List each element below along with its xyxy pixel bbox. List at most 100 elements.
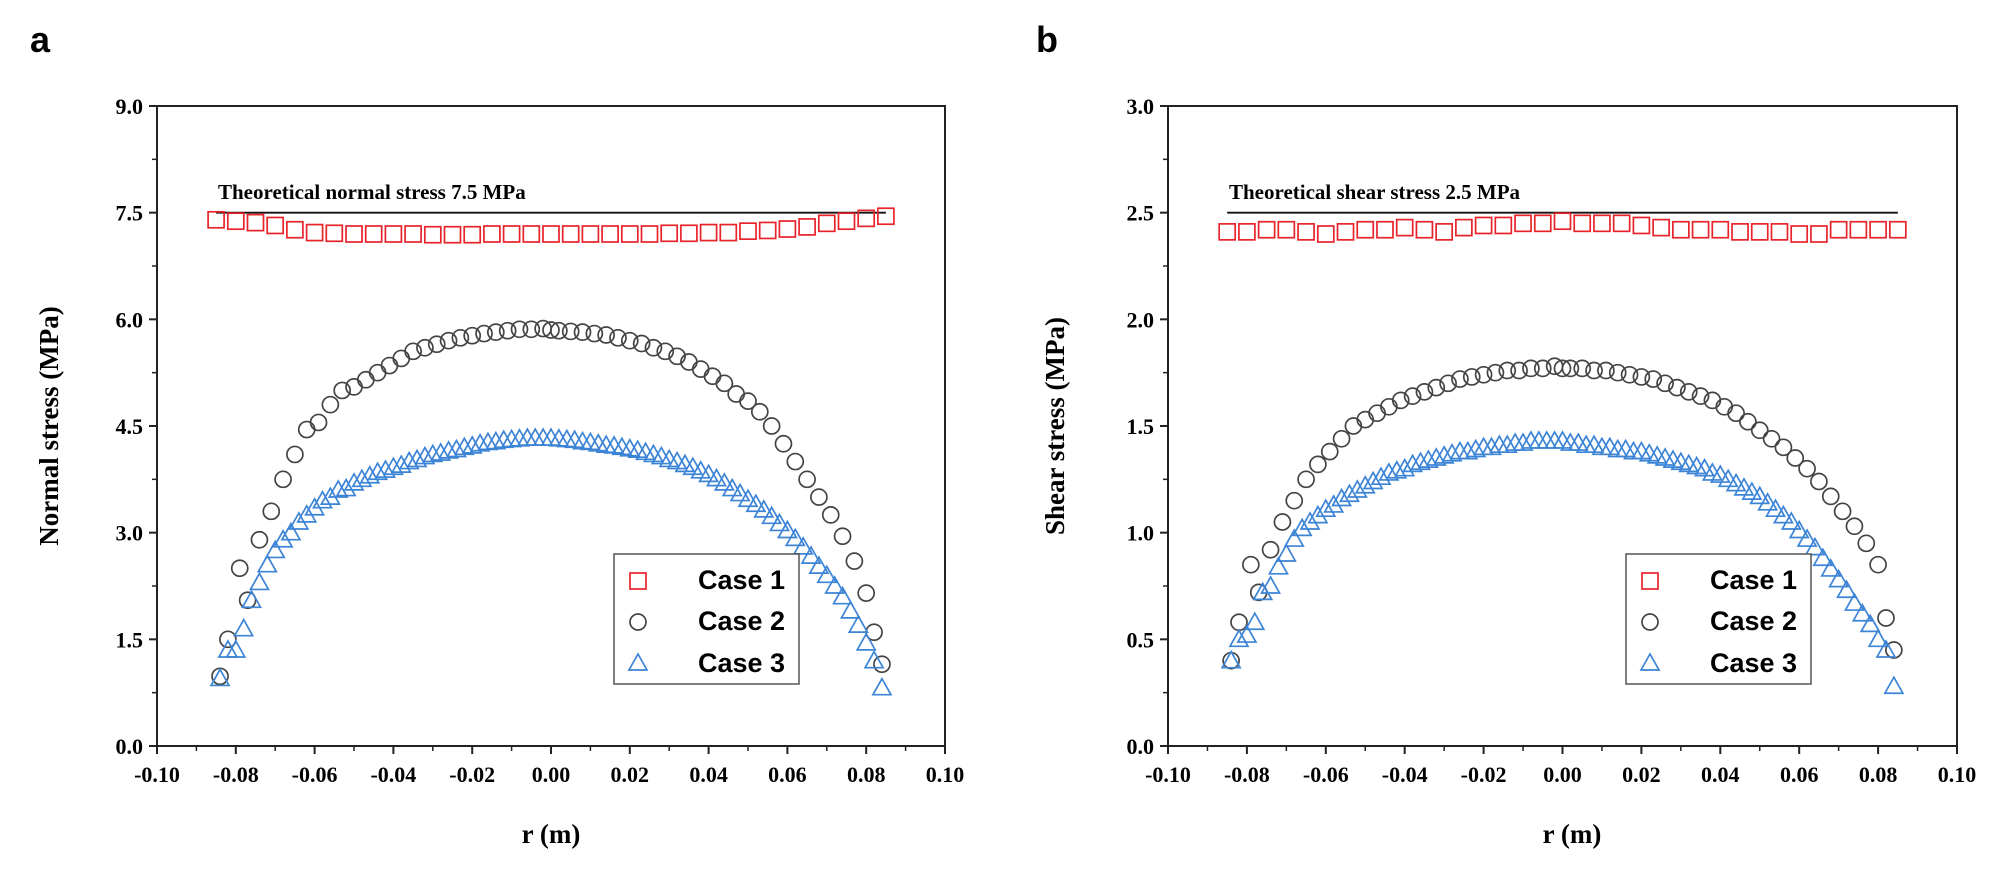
panel-b-case-3-point [1354,474,1376,494]
panel-b-case-3-point [1694,457,1715,477]
panel-a-case-2-point [262,502,281,521]
panel-b-case-2-point [1510,361,1528,380]
panel-a-case-3-point [776,519,798,539]
panel-a-case-2-point [656,342,675,361]
panel-a-x-tick-label: -0.08 [213,762,259,787]
panel-a-case-3-point [737,488,759,508]
panel-a-case-3-point [769,512,790,532]
panel-b-x-axis-title: r (m) [1543,819,1602,849]
panel-a-case-3-point [335,477,357,497]
panel-a-case-1-point [739,222,757,241]
panel-b-case-3-point [1780,511,1802,530]
panel-b-case-2-point [1857,534,1876,553]
panel-a-y-tick-label: 9.0 [116,94,144,119]
panel-b-case-1-point [1238,223,1256,241]
panel-a-case-3-point [209,667,231,687]
panel-a-case-2-point [833,527,852,546]
panel-b-case-3-point [1765,498,1786,518]
panel-a-case-1-point [325,224,344,243]
panel-b-legend-label-case-3: Case 3 [1710,648,1797,678]
panel-b-series-case-1 [1218,212,1907,243]
panel-a-case-2-point [238,591,257,610]
panel-a-case-1-point [778,220,797,238]
panel-b-case-2-point [1845,517,1864,536]
panel-a-case-1-point [719,223,738,242]
panel-b-x-tick-label: 0.06 [1780,762,1819,787]
panel-a-case-3-point [721,477,743,497]
panel-b-case-3-point [1709,464,1731,483]
panel-a-x-tick-label: -0.10 [134,762,180,787]
panel-a-case-3-point [713,472,735,491]
panel-a-case-1-point [364,225,383,243]
panel-a-y-tick-label: 4.5 [116,414,144,439]
panel-b-case-2-point [1869,555,1887,574]
panel-b-case-3-point [1299,511,1321,530]
panel-a-y-tick-label: 3.0 [116,521,144,546]
panel-a-case-3-point [430,442,452,461]
panel-a-legend-label-case-1: Case 1 [698,565,785,595]
panel-a-case-3-point [264,539,286,559]
panel-b-legend-label-case-2: Case 2 [1710,606,1797,636]
panel-b-letter: b [1036,19,1058,60]
panel-a-case-3-point [485,430,507,450]
panel-a-case-2-point [486,323,505,341]
panel-a-case-1-point [246,213,265,232]
panel-a-case-2-point [250,530,269,549]
panel-a-case-3-point [422,443,444,463]
panel-a-case-1-point [286,220,304,239]
panel-a-case-2-point [550,321,568,340]
panel-a-case-1-point [837,212,856,231]
panel-b-y-tick-label: 0.5 [1127,627,1155,652]
panel-b-case-3-point [1733,477,1755,496]
panel-b-x-tick-label: 0.04 [1701,762,1740,787]
panel-a-case-2-point [451,328,470,347]
panel-a-case-2-point [632,334,651,353]
panel-b-case-2-point [1522,359,1540,378]
panel-b-case-3-point [1749,485,1771,505]
panel-b-case-3-point [1386,460,1408,479]
panel-b-legend-marker-case-2 [1641,613,1659,631]
panel-b-case-2-point [1727,404,1745,423]
panel-b-case-3-point [1275,543,1297,562]
panel-b-case-2-point [1427,378,1446,397]
panel-a-case-3-point [753,499,775,518]
panel-a-case-3-point [698,463,720,483]
panel-a-case-2-point [573,323,592,341]
panel-b-case-3-point [1741,481,1763,500]
panel-a-case-1-point [581,225,600,243]
panel-a-case-3-point [225,639,247,658]
panel-a-reference-label: Theoretical normal stress 7.5 MPa [218,180,526,204]
panel-a-case-3-point [729,482,751,502]
panel-a-case-1-point [502,225,521,243]
panel-a-series-case-3 [209,427,893,696]
panel-a-case-3-point [832,585,854,605]
panel-b-case-2-point [1533,359,1552,378]
panel-a-case-3-point [398,450,420,470]
panel-a-case-1-point [423,225,442,244]
panel-b-case-1-point [1573,214,1592,233]
panel-a-case-3-point [847,614,869,633]
panel-b-case-1-point [1257,220,1276,239]
panel-a-case-1-point [463,225,482,244]
panel-a-legend-marker-case-3 [627,652,649,671]
panel-b-y-tick-label: 1.5 [1127,414,1155,439]
panel-b-case-1-point [1435,223,1454,241]
panel-b-case-3-point [1512,432,1534,451]
panel-b-case-2-point [1391,391,1410,410]
panel-b-case-2-point [1668,378,1686,397]
panel-a-case-2-point [845,552,864,570]
panel-b-x-tick-label: -0.08 [1224,762,1270,787]
panel-a-case-1-point [699,223,718,242]
panel-b-case-3-point [1804,536,1826,556]
panel-b-case-2-point [1632,368,1651,386]
panel-a-case-1-point [522,225,541,243]
panel-b-case-1-point [1829,220,1848,239]
panel-a-case-3-point [438,440,460,459]
panel-a-case-1-point [305,223,324,242]
panel-b-x-tick-label: -0.10 [1145,762,1191,787]
panel-b-case-2-point [1810,472,1828,491]
panel-a-case-3-point [839,600,861,619]
panel-a-case-3-point [327,479,349,498]
panel-a-case-1-point [601,225,619,243]
